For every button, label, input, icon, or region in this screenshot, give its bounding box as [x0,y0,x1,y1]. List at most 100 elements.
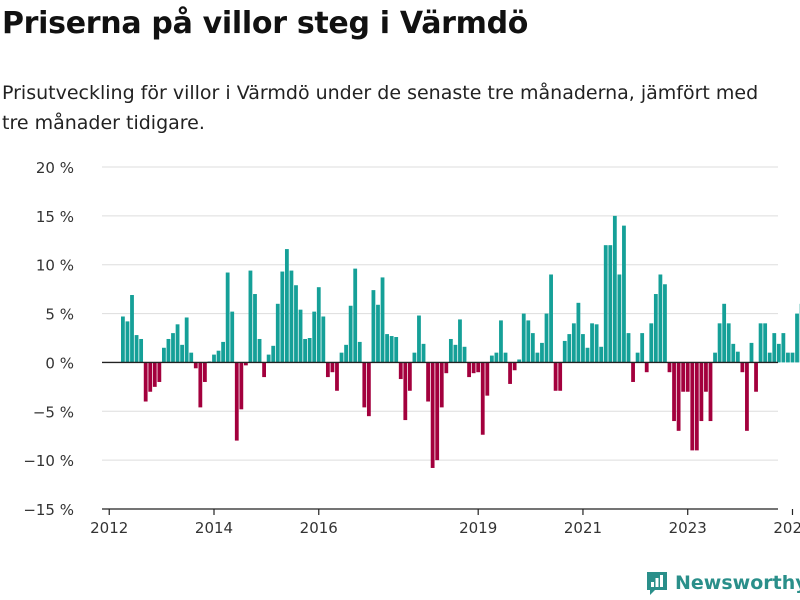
bar [549,274,553,363]
bar [253,294,257,363]
bar [530,333,535,363]
y-tick-label: 10 % [36,257,74,275]
bar [558,362,563,391]
bar [740,362,745,373]
bar [221,341,226,363]
bar [198,362,203,408]
bar [540,342,544,363]
bar [626,333,631,363]
y-tick-label: 0 % [45,354,74,372]
bar [421,343,426,363]
labels: 20 % 15 % 10 % 5 % 0 % −5 % −10 % −15 % 2012 2014… [23,159,800,537]
bar [294,285,298,363]
bar [663,284,667,363]
x-tick-label: 2019 [459,519,497,537]
bar [512,362,517,371]
bar [298,309,303,363]
bar [754,362,758,392]
bar [439,362,444,408]
bar [599,346,604,363]
bar [480,362,485,435]
bar [726,323,731,363]
bar [690,362,695,451]
bar [763,323,768,363]
bar [485,362,490,396]
bar [517,359,522,363]
bar [612,215,617,363]
bar [403,362,408,421]
bar [412,352,417,363]
bar [435,362,440,461]
bar [139,338,144,363]
bar [407,362,412,391]
bar [162,347,166,363]
bar [581,334,585,363]
bar [171,333,175,363]
bar [713,352,717,363]
bar [234,362,239,441]
bar [398,362,403,380]
bar [271,345,276,363]
bar [134,335,139,363]
bar [731,343,736,363]
bar [202,362,207,382]
bar [694,362,699,451]
bar [180,344,185,363]
bar [745,362,749,431]
bar [508,362,512,384]
bar [348,305,353,363]
bar [366,362,371,417]
bar [644,362,649,373]
bar [166,338,171,363]
bar [125,321,130,363]
bar [795,313,799,363]
bar [635,352,640,363]
bar [130,295,134,363]
bar [248,270,253,363]
bar [417,315,421,363]
bar [357,341,362,363]
y-tick-label: 20 % [36,159,74,177]
bar [567,334,572,363]
bar [640,333,645,363]
bar [649,323,654,363]
x-tick-label: 2012 [90,519,128,537]
bar [339,352,344,363]
bar [230,311,235,363]
bar [307,338,312,363]
y-tick-label: −5 % [33,403,74,421]
bar [790,352,795,363]
bar [325,362,330,378]
bar [385,334,389,363]
chart-title: Priserna på villor steg i Värmdö [2,6,529,41]
bar [148,362,153,392]
bar [353,268,358,363]
bar-chart-logo-icon [647,572,667,595]
bar [471,362,476,374]
bar [772,333,777,363]
bar [289,270,294,363]
bar [494,352,499,363]
bar [571,323,576,363]
bar [212,354,216,363]
bar [617,274,622,363]
bar [312,311,317,363]
bar [685,362,690,392]
bar [303,338,307,363]
bar [321,316,326,363]
bar [371,290,376,363]
bar [335,362,339,391]
bar [380,277,385,363]
bar [767,352,772,363]
y-tick-label: 15 % [36,208,74,226]
bar [503,352,508,363]
y-tick-label: −10 % [23,452,74,470]
bar [193,362,198,369]
bar [257,338,262,363]
bar [699,362,704,422]
bar [553,362,558,391]
bar [121,316,125,363]
bar [430,362,435,468]
bar [653,294,658,363]
bar [175,324,180,363]
